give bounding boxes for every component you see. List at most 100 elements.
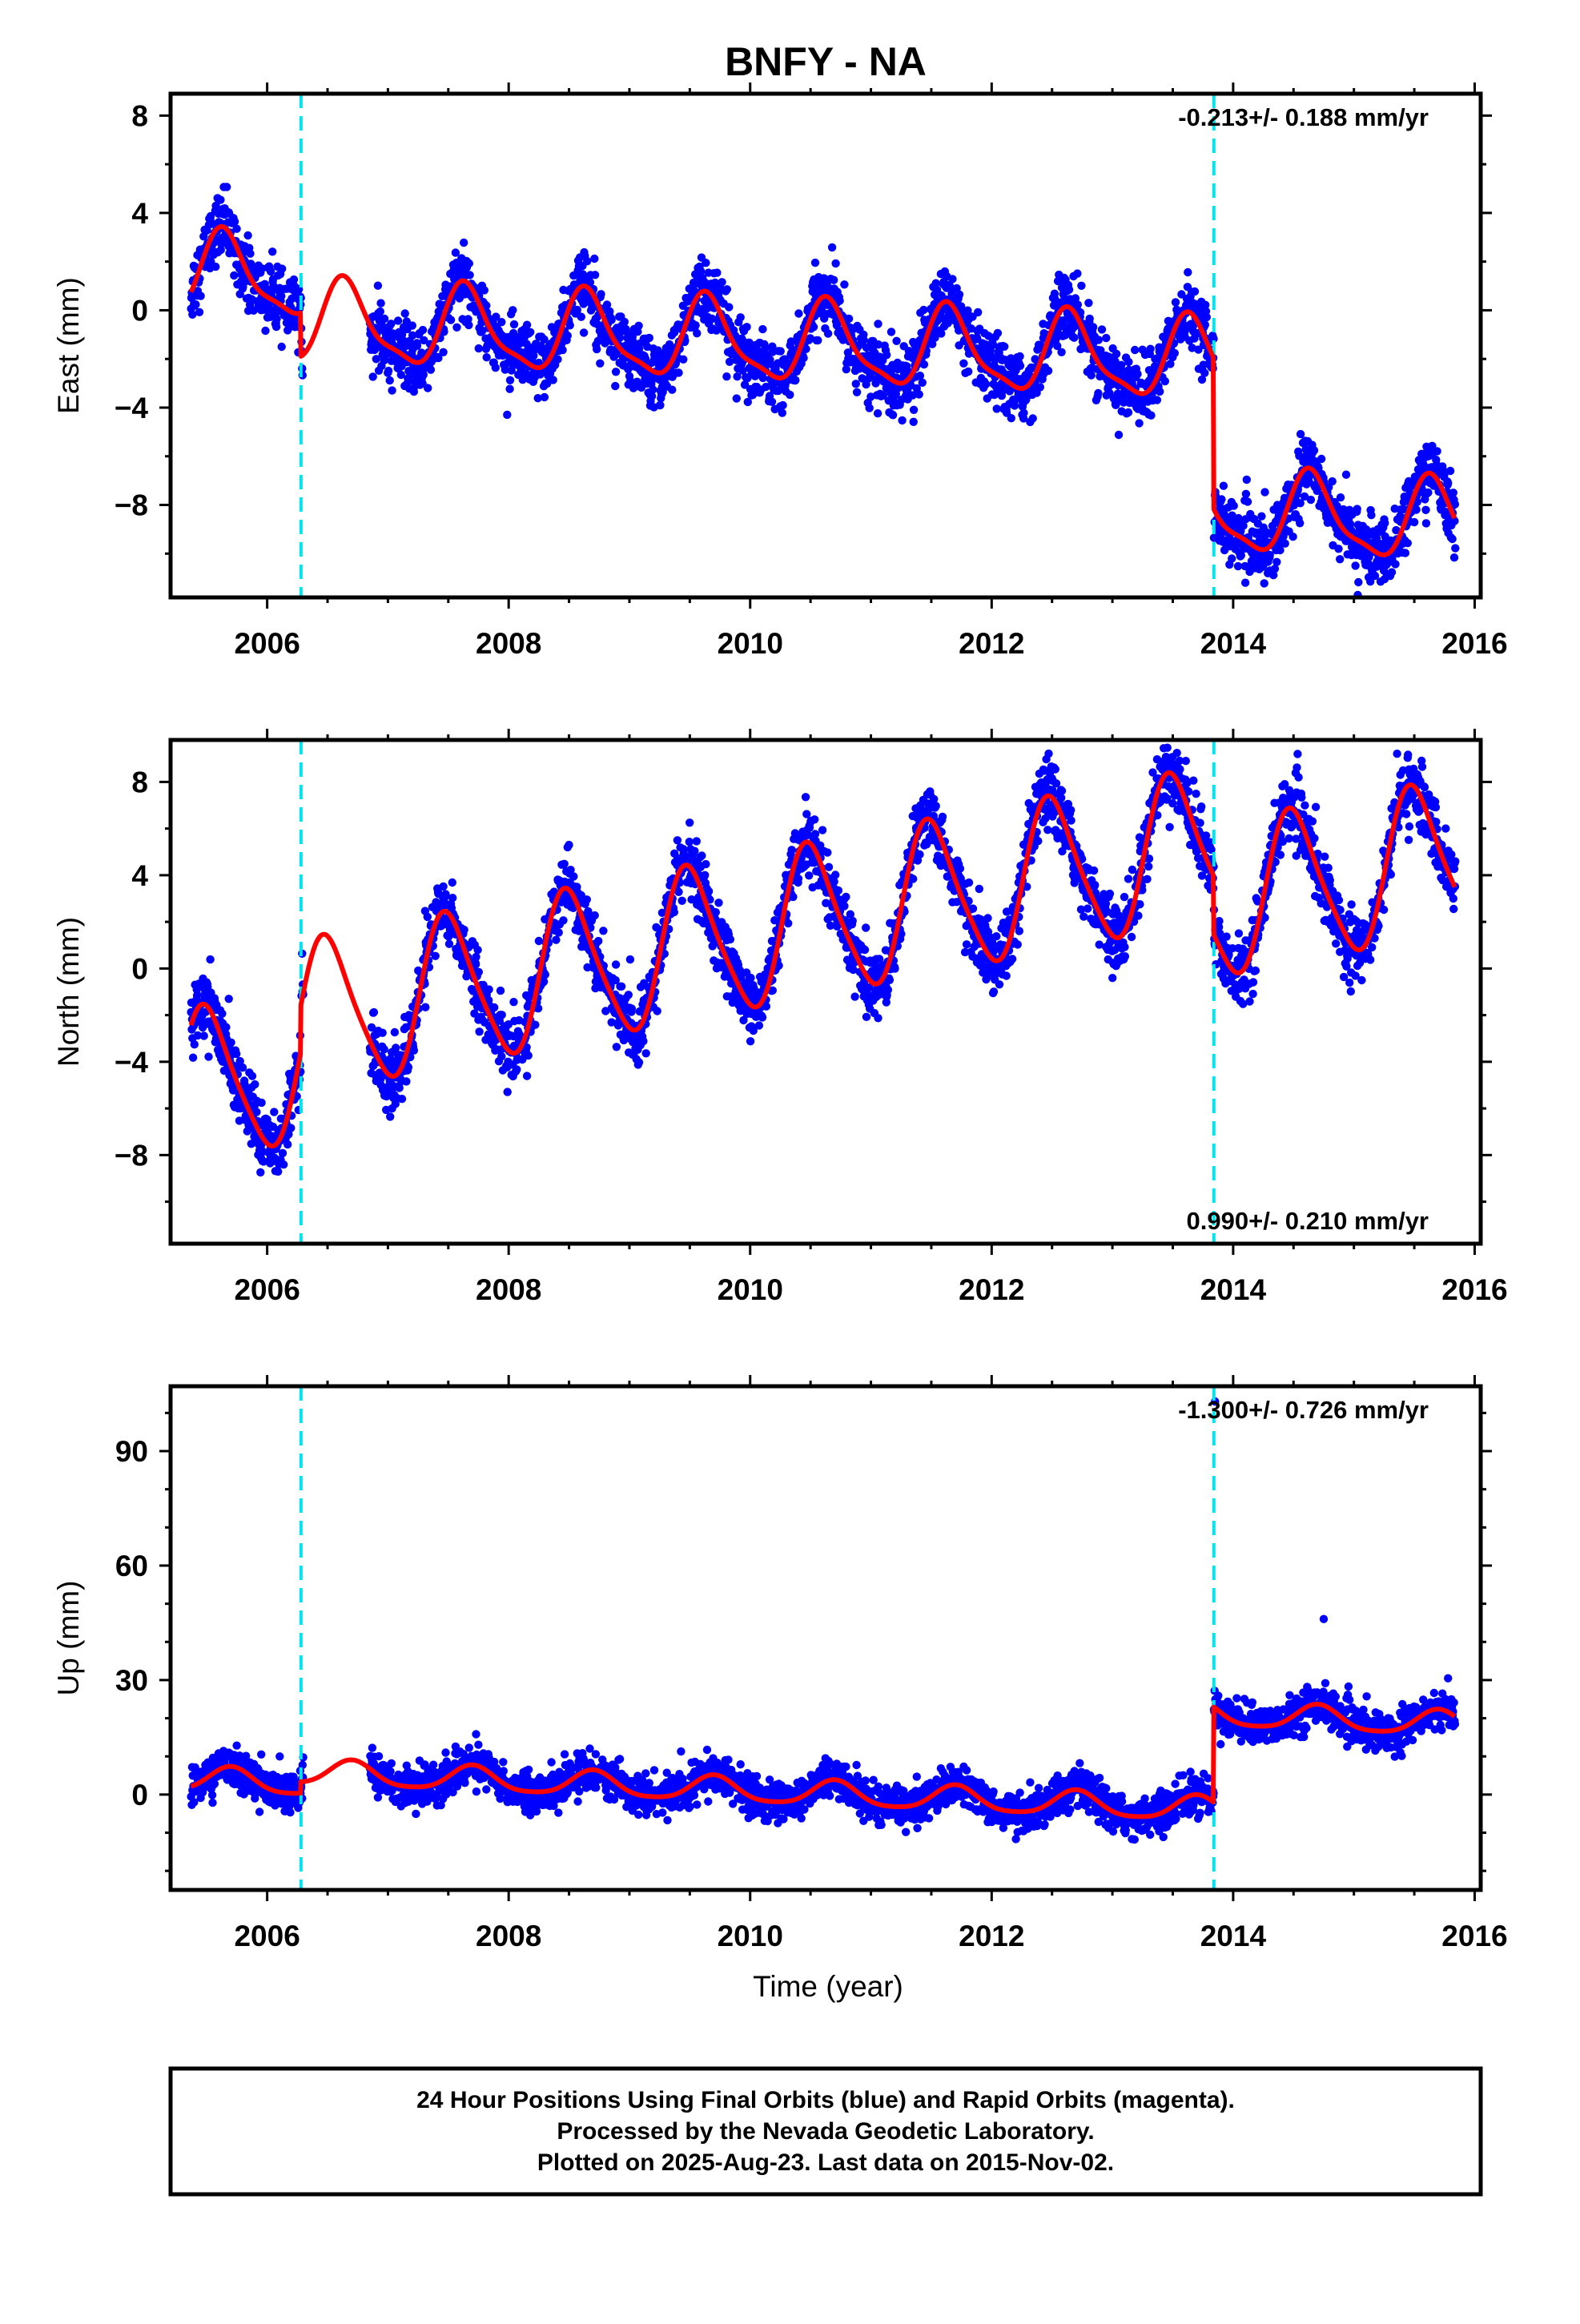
data-point bbox=[1257, 512, 1266, 521]
data-point bbox=[1094, 388, 1103, 398]
data-point bbox=[509, 306, 517, 315]
data-point bbox=[278, 1148, 287, 1158]
data-point bbox=[607, 316, 616, 324]
data-point bbox=[981, 380, 991, 388]
data-point bbox=[718, 278, 726, 287]
data-point bbox=[656, 400, 665, 410]
data-point bbox=[862, 1012, 871, 1022]
data-point bbox=[1387, 568, 1397, 577]
data-point bbox=[1202, 312, 1212, 322]
data-point bbox=[501, 365, 509, 374]
east-plot-area bbox=[187, 94, 1460, 597]
data-point bbox=[387, 320, 396, 328]
data-point bbox=[701, 870, 710, 880]
data-point bbox=[859, 336, 868, 344]
data-point bbox=[497, 318, 506, 327]
data-point bbox=[789, 892, 798, 902]
data-point bbox=[594, 936, 603, 946]
data-point bbox=[590, 911, 599, 920]
data-point bbox=[188, 1053, 198, 1062]
data-point bbox=[497, 1011, 506, 1019]
data-point bbox=[451, 248, 460, 257]
data-point bbox=[874, 320, 882, 328]
data-point bbox=[439, 882, 448, 891]
x-tick-label: 2016 bbox=[1441, 627, 1507, 660]
data-point bbox=[376, 307, 384, 316]
data-point bbox=[554, 928, 563, 937]
data-point bbox=[505, 384, 514, 393]
data-point bbox=[585, 278, 595, 287]
data-point bbox=[509, 998, 518, 1007]
data-point bbox=[492, 312, 501, 321]
east-final-orbit-points bbox=[187, 183, 1460, 597]
data-point bbox=[397, 1095, 407, 1104]
data-point bbox=[1190, 287, 1200, 296]
data-point bbox=[465, 271, 474, 279]
data-point bbox=[702, 859, 710, 869]
data-point bbox=[732, 394, 741, 403]
data-point bbox=[534, 936, 544, 946]
data-point bbox=[208, 219, 217, 228]
data-point bbox=[460, 925, 468, 935]
y-tick-label: −4 bbox=[115, 392, 149, 424]
data-point bbox=[579, 328, 589, 337]
data-point bbox=[484, 985, 493, 994]
data-point bbox=[1451, 544, 1460, 553]
data-point bbox=[758, 324, 767, 334]
data-point bbox=[380, 1045, 388, 1054]
data-point bbox=[679, 355, 688, 364]
data-point bbox=[376, 299, 385, 308]
data-point bbox=[193, 991, 202, 999]
data-point bbox=[844, 314, 854, 324]
data-point bbox=[274, 1167, 283, 1176]
data-point bbox=[472, 952, 480, 962]
data-point bbox=[503, 1088, 512, 1096]
figure-title: BNFY - NA bbox=[725, 39, 927, 84]
data-point bbox=[1097, 325, 1107, 334]
data-point bbox=[211, 201, 220, 211]
data-point bbox=[620, 317, 629, 327]
data-point bbox=[794, 309, 803, 318]
data-point bbox=[482, 301, 491, 310]
data-point bbox=[540, 335, 549, 344]
data-point bbox=[373, 281, 383, 290]
data-point bbox=[409, 1046, 419, 1055]
data-point bbox=[204, 1052, 213, 1061]
data-point bbox=[522, 320, 532, 329]
data-point bbox=[641, 1049, 650, 1058]
data-point bbox=[1240, 578, 1250, 587]
data-point bbox=[590, 254, 599, 263]
data-point bbox=[627, 1004, 637, 1013]
data-point bbox=[634, 1058, 644, 1067]
data-point bbox=[1403, 539, 1413, 548]
data-point bbox=[196, 292, 205, 300]
data-point bbox=[368, 372, 377, 381]
data-point bbox=[746, 973, 755, 983]
data-point bbox=[446, 316, 456, 324]
data-point bbox=[232, 1049, 241, 1059]
data-point bbox=[1242, 475, 1252, 485]
data-point bbox=[888, 411, 898, 420]
data-point bbox=[673, 836, 682, 845]
data-point bbox=[955, 290, 964, 299]
data-point bbox=[669, 907, 678, 917]
data-point bbox=[831, 870, 840, 879]
data-point bbox=[1289, 533, 1297, 541]
data-point bbox=[909, 405, 919, 414]
data-point bbox=[1085, 314, 1094, 324]
data-point bbox=[1424, 488, 1433, 497]
data-point bbox=[1133, 369, 1142, 379]
data-point bbox=[378, 1028, 387, 1037]
data-point bbox=[569, 872, 578, 881]
data-point bbox=[216, 195, 225, 204]
data-point bbox=[873, 409, 882, 418]
data-point bbox=[1367, 511, 1376, 520]
data-point bbox=[503, 410, 512, 420]
data-point bbox=[1229, 501, 1238, 510]
data-point bbox=[1306, 495, 1316, 505]
data-point bbox=[1077, 281, 1086, 290]
data-point bbox=[218, 1009, 227, 1019]
data-point bbox=[794, 875, 803, 883]
data-point bbox=[823, 329, 833, 338]
data-point bbox=[271, 322, 281, 332]
